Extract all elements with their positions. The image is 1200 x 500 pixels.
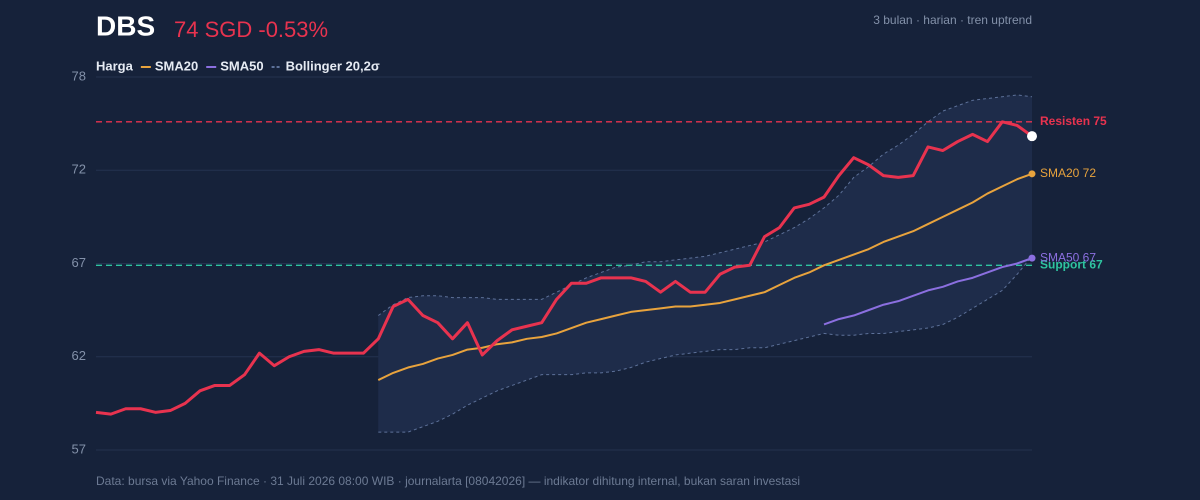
chart-subtitle: 74 SGD -0.53% bbox=[174, 17, 328, 42]
reference-label: Resisten 75 bbox=[1040, 114, 1107, 128]
y-tick-label: 62 bbox=[72, 348, 86, 363]
annotation: 3 bulan · harian · tren uptrend bbox=[873, 13, 1032, 27]
end-point bbox=[1028, 254, 1036, 262]
bollinger-area bbox=[378, 94, 1032, 433]
line-harga bbox=[95, 120, 1033, 416]
legend-label: Bollinger 20,2σ bbox=[286, 58, 380, 73]
end-point bbox=[1027, 131, 1037, 142]
y-tick-label: 57 bbox=[72, 441, 86, 456]
reference-label: Support 67 bbox=[1040, 257, 1103, 271]
end-point bbox=[1028, 170, 1036, 178]
y-tick-label: 78 bbox=[72, 68, 86, 83]
line-sma20 bbox=[377, 172, 1033, 381]
legend-label: SMA50 bbox=[220, 58, 263, 73]
legend: Harga SMA20 SMA50 Bollinger 20,2σ bbox=[96, 58, 380, 73]
y-tick-label: 72 bbox=[72, 162, 86, 177]
bollinger-upper bbox=[377, 94, 1033, 316]
legend-label: SMA20 bbox=[155, 58, 198, 73]
line-sma50 bbox=[823, 257, 1033, 326]
y-tick-label: 67 bbox=[72, 255, 86, 270]
source: Data: bursa via Yahoo Finance · 31 Juli … bbox=[96, 474, 800, 488]
end-label: SMA20 72 bbox=[1040, 166, 1096, 180]
chart-title: DBS bbox=[96, 10, 155, 41]
legend-label: Harga bbox=[96, 58, 134, 73]
end-label: SMA50 67 bbox=[1040, 250, 1096, 264]
